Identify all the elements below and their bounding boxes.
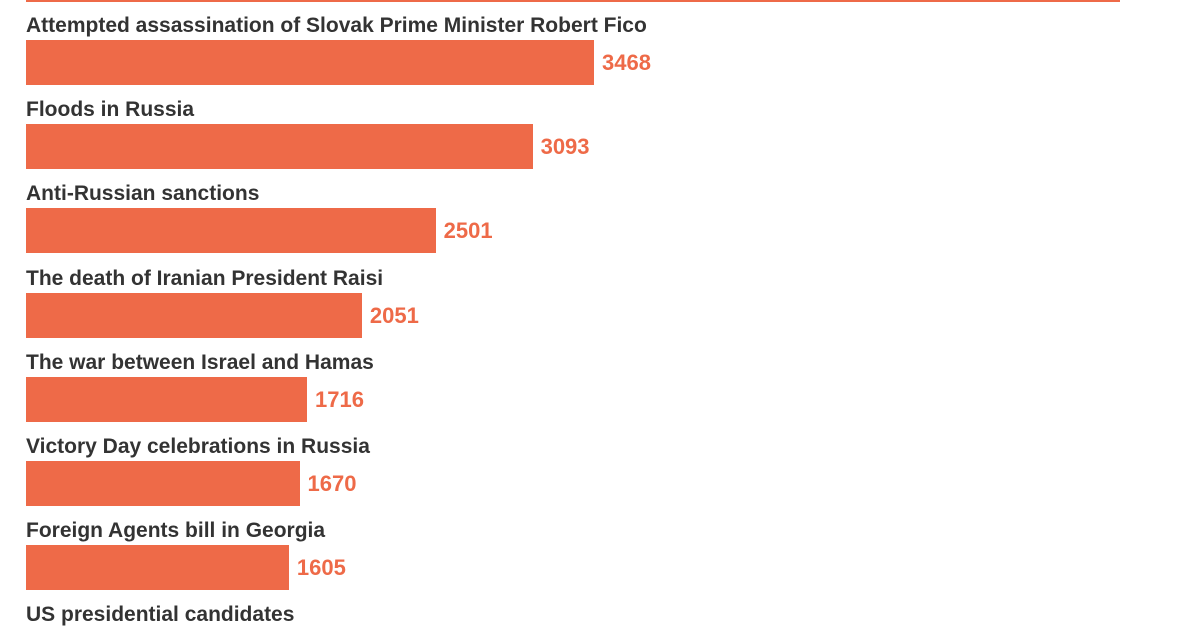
top-rule — [26, 0, 1120, 2]
bar-value-label: 2051 — [369, 302, 419, 328]
bar — [26, 292, 362, 338]
bar — [26, 124, 533, 170]
bar-value-label: 2501 — [443, 218, 493, 244]
bar-value-label: 3468 — [602, 50, 651, 75]
bar-value-label: 1670 — [307, 471, 357, 496]
category-label: Foreign Agents bill in Georgia — [26, 519, 326, 543]
category-label: Floods in Russia — [26, 98, 195, 122]
bar — [26, 461, 300, 506]
bar — [26, 545, 289, 591]
bar-value-label: 3093 — [540, 134, 590, 160]
category-label: Victory Day celebrations in Russia — [26, 435, 370, 458]
category-label: The war between Israel and Hamas — [26, 350, 374, 374]
bar — [26, 208, 436, 254]
bar-value-label: 1716 — [315, 386, 364, 412]
category-label: The death of Iranian President Raisi — [26, 266, 384, 290]
category-label: US presidential candidates — [26, 603, 295, 627]
category-label: Anti-Russian sanctions — [26, 182, 260, 206]
bar-value-label: 1605 — [296, 555, 346, 581]
bar — [26, 40, 594, 85]
category-label: Attempted assassination of Slovak Prime … — [26, 14, 647, 37]
bar — [26, 376, 308, 422]
